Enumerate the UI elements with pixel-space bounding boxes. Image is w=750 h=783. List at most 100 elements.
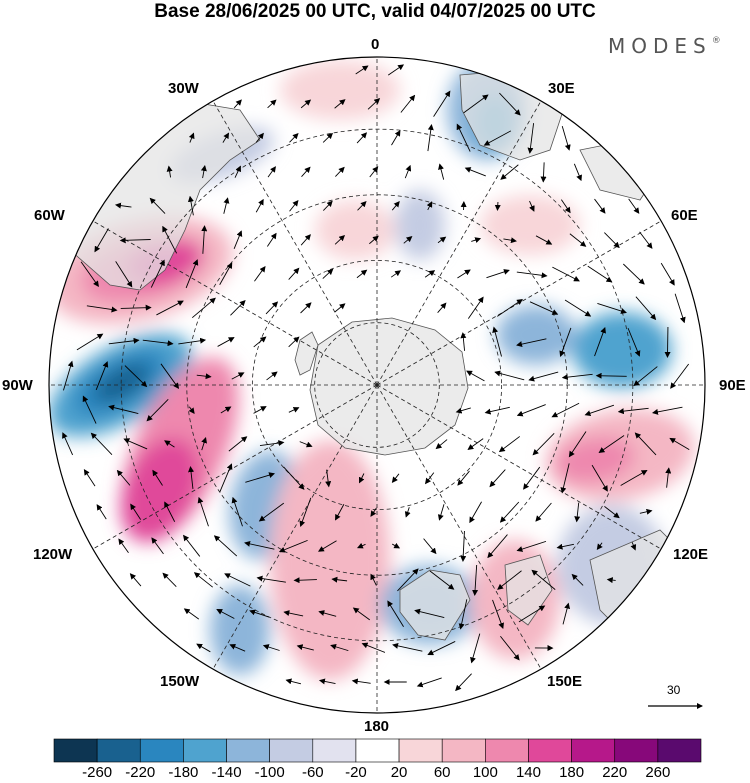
wind-vector xyxy=(114,202,132,209)
wind-vector xyxy=(604,232,620,249)
wind-vector xyxy=(437,504,445,521)
wind-vector xyxy=(166,165,173,178)
wind-vector xyxy=(356,269,368,279)
wind-vector xyxy=(498,436,521,453)
wind-vector xyxy=(201,225,208,254)
wind-vector xyxy=(472,565,479,596)
wind-vector xyxy=(516,338,547,348)
wind-vector xyxy=(597,303,627,314)
wind-vector xyxy=(220,406,232,414)
colorbar-tick-label: -20 xyxy=(345,764,367,781)
wind-vector xyxy=(164,501,176,522)
lon-label-120e: 120E xyxy=(673,546,709,563)
wind-vector xyxy=(191,297,216,319)
wind-vector xyxy=(150,259,165,288)
wind-vector xyxy=(262,644,280,651)
wind-vector xyxy=(162,572,177,587)
wind-vector xyxy=(86,305,118,313)
wind-vector xyxy=(254,265,266,282)
wind-vector xyxy=(293,577,317,584)
wind-vector xyxy=(574,502,581,523)
wind-vector xyxy=(370,573,377,586)
wind-vector xyxy=(318,678,336,685)
wind-vector xyxy=(255,198,264,213)
wind-vector xyxy=(457,470,470,486)
wind-vector xyxy=(429,570,455,590)
wind-vector xyxy=(403,236,413,244)
anomaly-cell xyxy=(315,200,395,260)
colorbar-tick-label: 60 xyxy=(433,764,451,781)
wind-vector xyxy=(400,94,416,113)
wind-vector xyxy=(458,599,468,630)
wind-vector xyxy=(674,293,686,324)
wind-vector xyxy=(392,642,423,652)
meridian-line xyxy=(212,100,378,386)
lon-label-30e: 30E xyxy=(548,80,575,97)
wind-vector xyxy=(390,270,402,278)
wind-vector xyxy=(424,270,436,278)
wind-vector xyxy=(456,123,471,152)
wind-vector xyxy=(230,299,246,316)
wind-vector xyxy=(288,407,300,413)
wind-vector xyxy=(95,361,109,391)
wind-vector xyxy=(213,535,238,557)
wind-vector xyxy=(152,469,163,486)
lon-label-180: 180 xyxy=(364,718,390,735)
wind-vector xyxy=(76,333,104,351)
anomaly-cell xyxy=(210,585,270,675)
wind-vector xyxy=(160,363,180,389)
colorbar-swatch xyxy=(355,738,400,763)
wind-vector xyxy=(146,399,169,422)
wind-vector xyxy=(231,496,243,527)
wind-vector xyxy=(183,608,200,620)
wind-vector xyxy=(331,576,348,583)
colorbar-tick-label: 100 xyxy=(472,764,498,781)
wind-vector xyxy=(231,372,245,380)
wind-vector xyxy=(414,608,445,618)
wind-vector xyxy=(460,530,467,562)
wind-vector xyxy=(594,198,606,214)
wind-vector xyxy=(369,235,379,245)
wind-vector xyxy=(219,463,233,493)
anomaly-cell xyxy=(395,190,445,260)
wind-vector xyxy=(162,225,178,254)
anomaly-cell xyxy=(280,60,400,120)
wind-vector xyxy=(591,464,608,492)
anomaly-cell xyxy=(572,312,672,388)
wind-vector xyxy=(627,327,641,357)
wind-vector xyxy=(289,132,299,143)
wind-vector xyxy=(83,469,96,487)
wind-vector xyxy=(540,162,547,183)
wind-vector xyxy=(335,504,345,521)
colorbar-swatch xyxy=(528,738,572,763)
meridian-line xyxy=(212,384,378,670)
wind-vector xyxy=(423,538,437,555)
wind-vector xyxy=(571,573,584,586)
wind-vector xyxy=(216,609,235,619)
wind-vector xyxy=(499,92,521,116)
wind-vector xyxy=(283,466,305,490)
latitude-circle xyxy=(251,259,503,511)
colorbar-swatch xyxy=(183,738,227,763)
wind-vector xyxy=(560,199,571,214)
wind-vector xyxy=(628,198,640,214)
wind-vector xyxy=(670,363,690,389)
meridian-line xyxy=(376,384,662,550)
wind-vector xyxy=(278,539,308,553)
wind-vector xyxy=(630,542,637,551)
lon-label-60e: 60E xyxy=(671,207,698,224)
wind-vector xyxy=(587,265,613,283)
wind-vector xyxy=(256,575,286,583)
wind-vector xyxy=(455,673,472,692)
wind-vector xyxy=(178,337,207,345)
wind-vector xyxy=(233,99,242,109)
wind-vector xyxy=(471,237,482,243)
wind-vector xyxy=(265,301,279,315)
wind-vector xyxy=(223,197,230,214)
wind-vector xyxy=(330,643,349,652)
wind-vector xyxy=(217,337,235,347)
wind-vector xyxy=(196,373,212,380)
wind-vector xyxy=(288,336,300,348)
wind-vector xyxy=(606,577,616,584)
